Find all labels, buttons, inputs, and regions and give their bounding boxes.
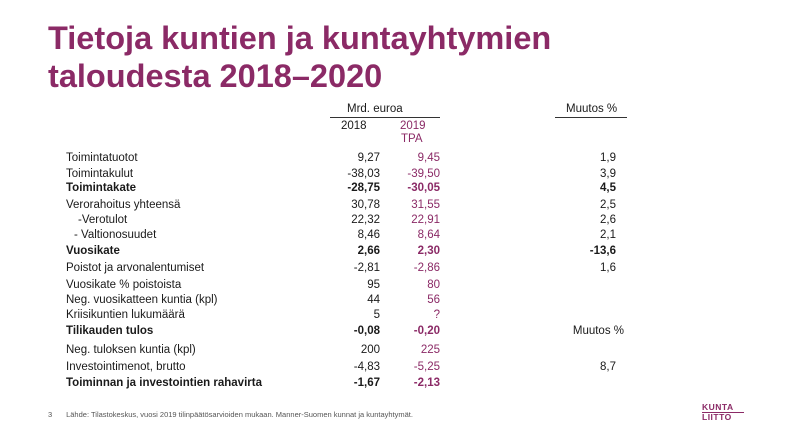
change-value: 1,9 bbox=[600, 152, 616, 164]
table-row: Toimintakulut -38,03 -39,50 3,9 bbox=[0, 167, 790, 182]
value-2018: -1,67 bbox=[353, 377, 380, 389]
change-value: 1,6 bbox=[600, 262, 616, 274]
col-2018-header: 2018 bbox=[341, 120, 367, 132]
row-label: Vuosikate bbox=[66, 245, 120, 257]
row-label: Neg. vuosikatteen kuntia (kpl) bbox=[66, 294, 218, 306]
row-label: Toiminnan ja investointien rahavirta bbox=[66, 377, 262, 389]
row-label: Toimintakate bbox=[66, 182, 137, 194]
row-label: Verorahoitus yhteensä bbox=[66, 199, 181, 211]
value-2019: 31,55 bbox=[411, 199, 440, 211]
table-row: Tilikauden tulos -0,08 -0,20 Muutos % bbox=[0, 324, 790, 339]
value-2018: -0,08 bbox=[353, 325, 380, 337]
table-row: Vuosikate 2,66 2,30 -13,6 bbox=[0, 244, 790, 259]
value-2018: 8,46 bbox=[357, 229, 380, 241]
logo-line-1: KUNTA bbox=[702, 402, 734, 412]
page-title-line-1: Tietoja kuntien ja kuntayhtymien bbox=[48, 20, 552, 56]
value-2019: -30,05 bbox=[407, 182, 440, 194]
value-2018: 9,27 bbox=[357, 152, 380, 164]
value-2019: -2,13 bbox=[413, 377, 440, 389]
table-row: Vuosikate % poistoista 95 80 bbox=[0, 278, 790, 293]
value-2018: 2,66 bbox=[357, 245, 380, 257]
page-title: Tietoja kuntien ja kuntayhtymien taloude… bbox=[48, 19, 551, 95]
change-value: -13,6 bbox=[589, 245, 616, 257]
header-rule bbox=[330, 117, 440, 118]
change-value: 2,6 bbox=[600, 214, 616, 226]
value-2019: 80 bbox=[427, 279, 440, 291]
value-2019: 8,64 bbox=[417, 229, 440, 241]
value-2018: 5 bbox=[373, 309, 380, 321]
value-2019: ? bbox=[433, 309, 440, 321]
row-label: -Verotulot bbox=[78, 214, 128, 226]
change-value: 8,7 bbox=[600, 361, 616, 373]
kuntaliitto-logo: KUNTA LIITTO bbox=[702, 403, 744, 422]
footer: 3 Lähde: Tilastokeskus, vuosi 2019 tilin… bbox=[48, 410, 413, 419]
value-2018: 22,32 bbox=[351, 214, 380, 226]
value-2019: -5,25 bbox=[413, 361, 440, 373]
value-2018: -28,75 bbox=[347, 182, 380, 194]
value-2018: 95 bbox=[367, 279, 380, 291]
value-2019: -0,20 bbox=[413, 325, 440, 337]
value-2018: 200 bbox=[360, 344, 380, 356]
table-row: Poistot ja arvonalentumiset -2,81 -2,86 1,6 bbox=[0, 261, 790, 276]
table-row: Verorahoitus yhteensä 30,78 31,55 2,5 bbox=[0, 198, 790, 213]
table-row: Toimintatuotot 9,27 9,45 1,9 bbox=[0, 151, 790, 166]
row-label: Toimintatuotot bbox=[66, 152, 138, 164]
value-2019: 2,30 bbox=[417, 245, 440, 257]
table-row: Neg. tuloksen kuntia (kpl) 200 225 bbox=[0, 343, 790, 358]
value-2018: 44 bbox=[367, 294, 380, 306]
change-value: 3,9 bbox=[600, 168, 616, 180]
row-label: - Valtionosuudet bbox=[74, 229, 157, 241]
table-row: Neg. vuosikatteen kuntia (kpl) 44 56 bbox=[0, 293, 790, 308]
row-label: Neg. tuloksen kuntia (kpl) bbox=[66, 344, 196, 356]
col-2019-subheader: TPA bbox=[401, 133, 423, 145]
row-label: Poistot ja arvonalentumiset bbox=[66, 262, 205, 274]
value-2018: -4,83 bbox=[353, 361, 380, 373]
value-2019: 225 bbox=[420, 344, 440, 356]
change-header-rule bbox=[555, 117, 627, 118]
logo-line-2: LIITTO bbox=[702, 412, 744, 422]
change-value: 2,5 bbox=[600, 199, 616, 211]
value-2019: 56 bbox=[427, 294, 440, 306]
row-label: Kriisikuntien lukumäärä bbox=[66, 309, 185, 321]
row-label: Vuosikate % poistoista bbox=[66, 279, 182, 291]
value-2019: 9,45 bbox=[417, 152, 440, 164]
table-row: - Valtionosuudet 8,46 8,64 2,1 bbox=[0, 228, 790, 243]
value-2018: -2,81 bbox=[353, 262, 380, 274]
page-number: 3 bbox=[48, 410, 53, 419]
row-label: Investointimenot, brutto bbox=[66, 361, 186, 373]
change-value: Muutos % bbox=[572, 325, 624, 337]
row-label: Tilikauden tulos bbox=[66, 325, 154, 337]
table-row: Kriisikuntien lukumäärä 5? bbox=[0, 308, 790, 323]
change-value: 2,1 bbox=[600, 229, 616, 241]
col-2019-header: 2019 bbox=[400, 120, 426, 132]
source-note: Lähde: Tilastokeskus, vuosi 2019 tilinpä… bbox=[66, 410, 413, 419]
change-value: 4,5 bbox=[600, 182, 616, 194]
table-row: Toiminnan ja investointien rahavirta -1,6… bbox=[0, 376, 790, 391]
value-2019: 22,91 bbox=[411, 214, 440, 226]
table-row: -Verotulot 22,32 22,91 2,6 bbox=[0, 213, 790, 228]
value-2018: 30,78 bbox=[351, 199, 380, 211]
change-header: Muutos % bbox=[566, 103, 618, 115]
page-title-line-2: taloudesta 2018–2020 bbox=[48, 58, 383, 94]
table-row: Investointimenot, brutto -4,83 -5,25 8,7 bbox=[0, 360, 790, 375]
table-row: Toimintakate -28,75 -30,05 4,5 bbox=[0, 181, 790, 196]
value-2018: -38,03 bbox=[347, 168, 380, 180]
value-2019: -39,50 bbox=[407, 168, 440, 180]
row-label: Toimintakulut bbox=[66, 168, 134, 180]
value-2019: -2,86 bbox=[413, 262, 440, 274]
unit-label: Mrd. euroa bbox=[347, 103, 403, 115]
